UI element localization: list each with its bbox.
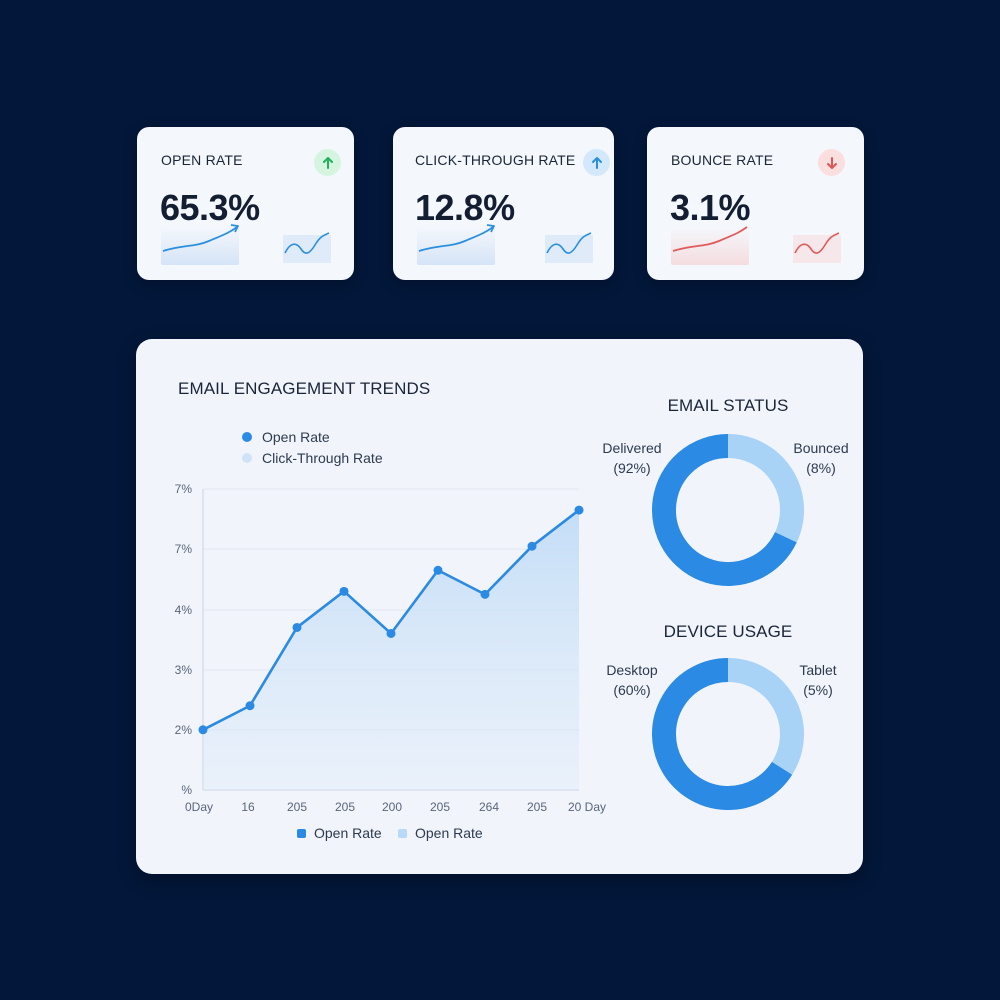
legend-swatch — [242, 432, 252, 442]
email-status-slice-bounced[interactable] — [727, 434, 804, 543]
sparkline-chart — [671, 226, 749, 265]
sparkline-line — [162, 224, 239, 252]
donut-label-bounced: Bounced (8%) — [788, 438, 854, 478]
donut-label-value: (60%) — [613, 682, 651, 698]
donut-label-desktop: Desktop (60%) — [596, 660, 668, 700]
legend-item-click-through-rate[interactable]: Click-Through Rate — [242, 450, 383, 466]
kpi-value: 65.3% — [160, 187, 260, 228]
chart-title: EMAIL ENGAGEMENT TRENDS — [178, 379, 431, 398]
data-point[interactable] — [386, 628, 396, 638]
donut-label-name: Delivered — [602, 440, 662, 456]
x-tick-label: 205 — [287, 800, 307, 814]
sparkline-line — [418, 224, 495, 252]
kpi-card-click-through-rate[interactable]: CLICK-THROUGH RATE 12.8% — [393, 127, 614, 280]
x-tick-label: 200 — [382, 800, 402, 814]
device-usage-slice-tablet[interactable] — [727, 658, 804, 775]
line-chart: % 2% 3% 4% 7% 7% 0Day 16 205 205 200 205 264 205 20 Da… — [175, 434, 804, 814]
legend-label: Open Rate — [314, 825, 382, 841]
mini-sparkline — [283, 232, 331, 263]
data-point[interactable] — [292, 622, 302, 632]
y-tick-label: 7% — [175, 482, 193, 496]
x-tick-label: 205 — [335, 800, 355, 814]
legend-swatch — [297, 828, 306, 838]
x-tick-label: 16 — [241, 800, 255, 814]
donut-label-name: Bounced — [793, 440, 849, 456]
device-usage-slice-desktop[interactable] — [652, 658, 793, 810]
y-tick-label: 3% — [175, 663, 193, 677]
kpi-title: CLICK-THROUGH RATE — [415, 152, 576, 168]
legend-item-open-rate-bottom-2[interactable]: Open Rate — [398, 825, 483, 841]
sparkline-chart — [417, 224, 495, 265]
legend-item-open-rate-bottom[interactable]: Open Rate — [297, 825, 382, 841]
data-point[interactable] — [339, 586, 349, 596]
series-area-open-rate — [203, 510, 579, 790]
kpi-card-bounce-rate[interactable]: BOUNCE RATE 3.1% — [647, 127, 864, 280]
data-point[interactable] — [574, 505, 584, 515]
sparkline-chart — [161, 224, 239, 265]
legend-swatch — [242, 453, 252, 463]
engagement-panel: EMAIL ENGAGEMENT TRENDS Open Rate Click-… — [136, 339, 863, 874]
y-tick-label: % — [181, 783, 192, 797]
data-point[interactable] — [198, 725, 208, 735]
x-tick-label: 205 — [430, 800, 450, 814]
donut-label-delivered: Delivered (92%) — [594, 438, 670, 478]
kpi-card-open-rate[interactable]: OPEN RATE 65.3% — [137, 127, 354, 280]
legend-swatch — [398, 828, 407, 838]
legend-item-open-rate[interactable]: Open Rate — [242, 429, 330, 445]
legend-label: Open Rate — [262, 429, 330, 445]
device-usage-title: DEVICE USAGE — [663, 622, 793, 641]
kpi-title: OPEN RATE — [161, 152, 243, 168]
arrow-up-icon — [583, 149, 610, 176]
x-tick-label: 20 Day — [568, 800, 606, 814]
email-status-title: EMAIL STATUS — [667, 396, 789, 415]
data-point[interactable] — [245, 701, 255, 711]
data-point[interactable] — [480, 589, 490, 599]
kpi-value: 12.8% — [415, 187, 515, 228]
donut-label-name: Tablet — [799, 662, 837, 678]
sparkline-line — [672, 226, 748, 252]
donut-label-value: (5%) — [803, 682, 833, 698]
y-tick-label: 7% — [175, 542, 193, 556]
arrow-up-icon — [314, 149, 341, 176]
donut-label-value: (92%) — [613, 460, 651, 476]
mini-sparkline — [793, 232, 841, 263]
x-tick-label: 205 — [527, 800, 547, 814]
x-tick-label: 264 — [479, 800, 499, 814]
mini-sparkline — [545, 232, 593, 263]
data-point[interactable] — [433, 565, 443, 575]
email-status-slice-delivered[interactable] — [652, 434, 797, 586]
arrow-down-icon — [818, 149, 845, 176]
kpi-value: 3.1% — [670, 187, 751, 228]
donut-label-tablet: Tablet (5%) — [788, 660, 848, 700]
data-point[interactable] — [527, 541, 537, 551]
donut-label-value: (8%) — [806, 460, 836, 476]
kpi-title: BOUNCE RATE — [671, 152, 774, 168]
x-tick-label: 0Day — [185, 800, 213, 814]
donut-label-name: Desktop — [606, 662, 658, 678]
y-tick-label: 4% — [175, 603, 193, 617]
legend-label: Open Rate — [415, 825, 483, 841]
legend-label: Click-Through Rate — [262, 450, 383, 466]
y-tick-label: 2% — [175, 723, 193, 737]
